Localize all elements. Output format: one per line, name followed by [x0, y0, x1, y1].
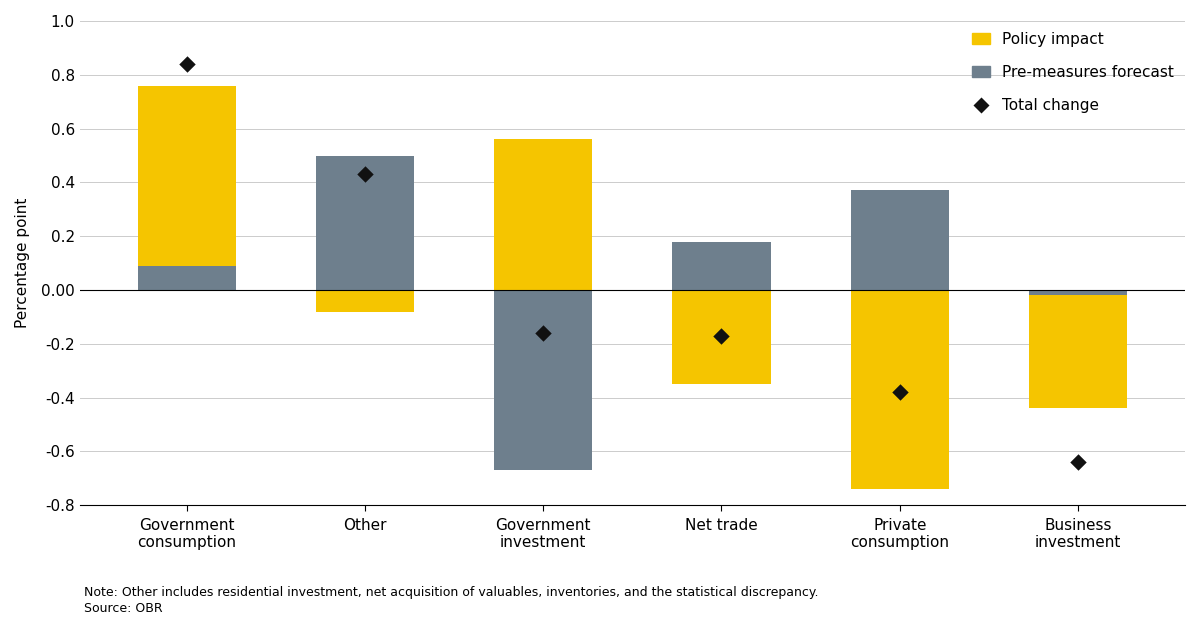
Bar — [138, 86, 235, 290]
Point — [1068, 457, 1087, 467]
Point — [355, 170, 374, 179]
Text: Source: OBR: Source: OBR — [84, 602, 163, 615]
Bar — [494, 290, 593, 470]
Bar — [316, 290, 414, 312]
Point — [178, 59, 197, 69]
Bar — [138, 266, 235, 290]
Bar — [851, 290, 949, 489]
Point — [890, 388, 910, 397]
Bar — [1030, 290, 1127, 409]
Bar — [672, 242, 770, 290]
Point — [712, 331, 731, 341]
Legend: Policy impact, Pre-measures forecast, Total change: Policy impact, Pre-measures forecast, To… — [966, 25, 1181, 119]
Bar — [316, 155, 414, 290]
Bar — [851, 191, 949, 290]
Y-axis label: Percentage point: Percentage point — [14, 198, 30, 329]
Bar — [672, 290, 770, 384]
Text: Note: Other includes residential investment, net acquisition of valuables, inven: Note: Other includes residential investm… — [84, 586, 818, 599]
Bar — [494, 139, 593, 290]
Point — [534, 328, 553, 338]
Bar — [1030, 290, 1127, 296]
